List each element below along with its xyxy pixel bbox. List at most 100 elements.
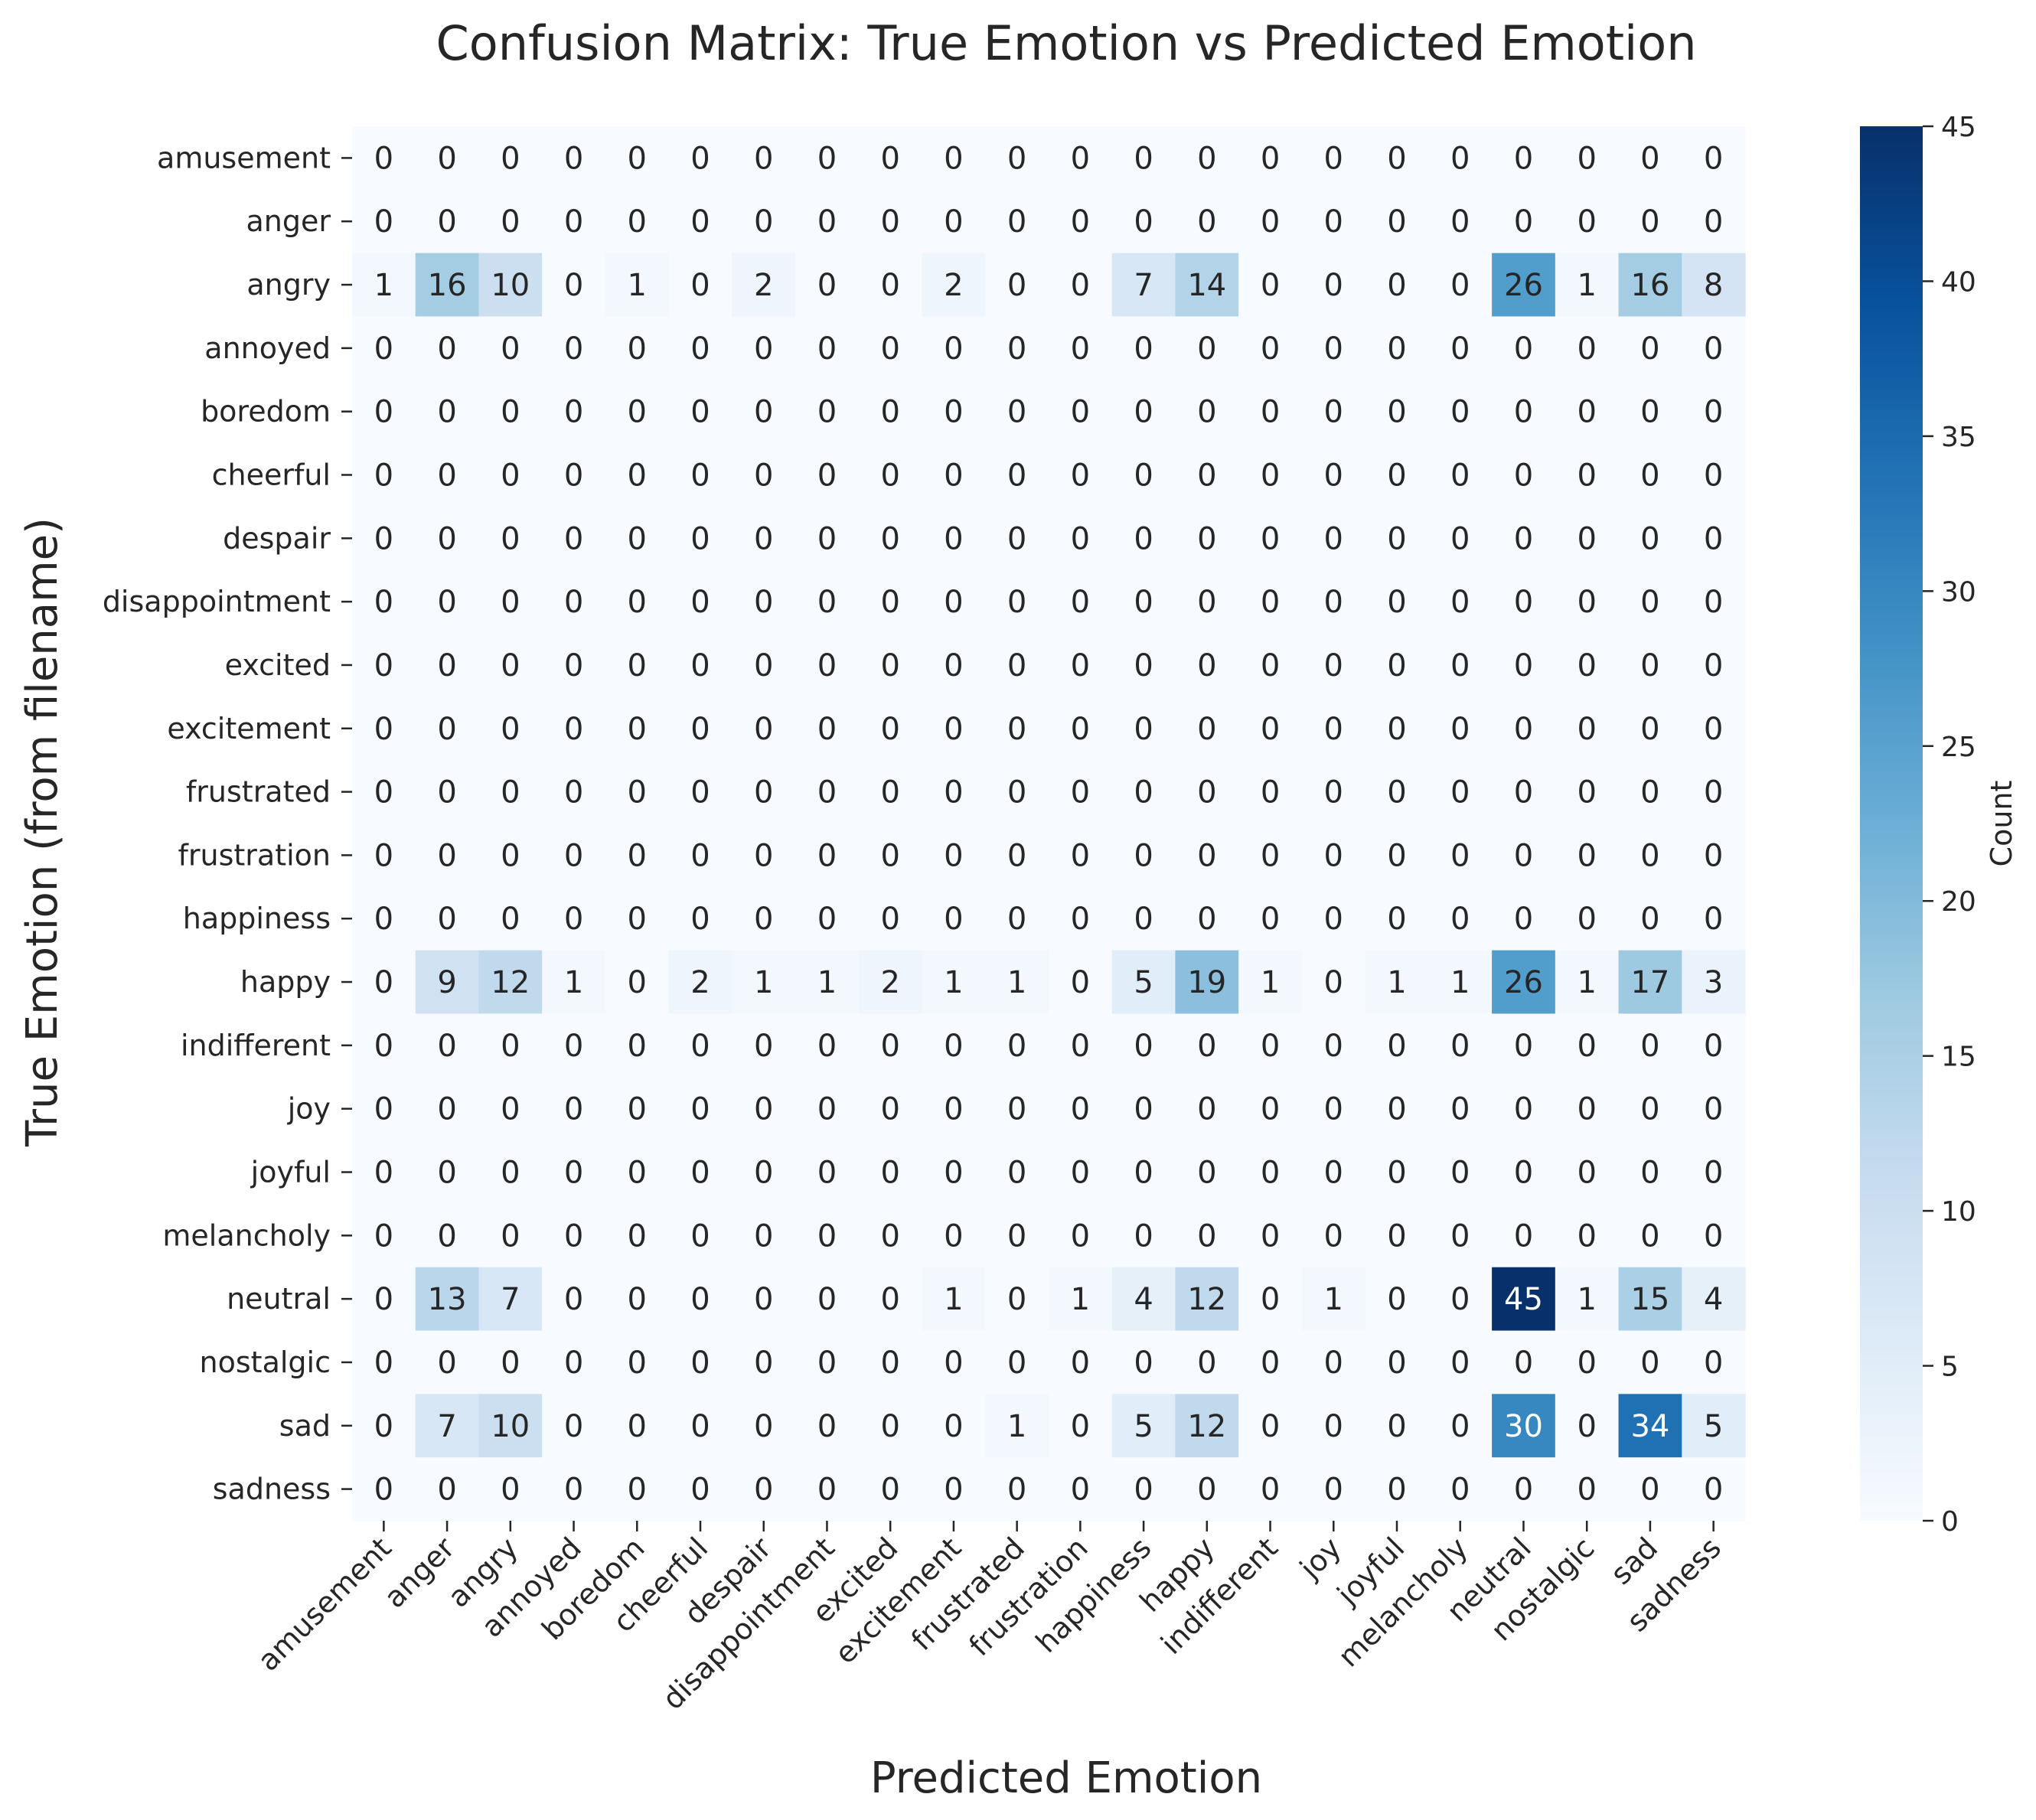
cell-value-label: 0	[1387, 1092, 1406, 1127]
heatmap-cell	[478, 1140, 543, 1205]
cell-value-label: 0	[1071, 1156, 1090, 1191]
heatmap-cell	[1682, 824, 1746, 888]
heatmap-cell	[1682, 633, 1746, 697]
heatmap-cell	[1111, 1267, 1176, 1332]
cell-value-label: 0	[564, 204, 583, 240]
heatmap-cell	[1428, 760, 1493, 824]
cell-value-label: 0	[944, 712, 963, 747]
cell-value-label: 0	[1134, 902, 1153, 937]
heatmap-cell	[1492, 824, 1556, 888]
heatmap-cells	[352, 126, 1746, 1522]
cell-value-label: 0	[374, 775, 393, 811]
cell-value-label: 0	[437, 775, 456, 811]
heatmap-cell	[1428, 380, 1493, 444]
cell-value-label: 0	[1007, 585, 1026, 620]
heatmap-cell	[415, 316, 480, 380]
cell-value-label: 0	[1007, 648, 1026, 683]
heatmap-cell	[858, 633, 923, 697]
heatmap-cell	[1238, 253, 1303, 318]
cell-value-label: 0	[1071, 838, 1090, 873]
cell-value-label: 0	[1261, 1345, 1280, 1381]
cell-value-label: 0	[1704, 1218, 1723, 1254]
heatmap-cell	[1175, 253, 1239, 318]
cell-value-label: 0	[754, 141, 773, 176]
cell-value-label: 0	[944, 1156, 963, 1191]
heatmap-cell	[922, 1457, 986, 1522]
heatmap-cell	[1682, 189, 1746, 254]
cell-value-label: 0	[1577, 331, 1596, 367]
cell-value-label: 0	[374, 521, 393, 556]
heatmap-cell	[1049, 886, 1113, 951]
cell-value-label: 0	[374, 141, 393, 176]
cell-value-label: 10	[491, 268, 530, 303]
heatmap-cell	[1555, 316, 1620, 380]
heatmap-cell	[478, 1013, 543, 1078]
cell-value-label: 1	[1007, 1409, 1026, 1444]
heatmap-cell	[1492, 760, 1556, 824]
heatmap-cell	[542, 886, 606, 951]
cell-value-label: 0	[880, 331, 899, 367]
heatmap-cell	[668, 506, 733, 571]
cell-value-label: 0	[1324, 141, 1343, 176]
cell-value-label: 0	[564, 395, 583, 430]
heatmap-cell	[1049, 633, 1113, 697]
heatmap-cell	[1175, 189, 1239, 254]
heatmap-cell	[352, 760, 416, 824]
heatmap-cell	[1428, 824, 1493, 888]
heatmap-cell	[922, 253, 986, 318]
cell-value-label: 0	[374, 902, 393, 937]
y-tick-label: annoyed	[204, 331, 331, 365]
heatmap-cell	[795, 824, 860, 888]
cell-value-label: 0	[1197, 1156, 1216, 1191]
cell-value-label: 0	[1261, 1409, 1280, 1444]
cell-value-label: 1	[944, 965, 963, 1000]
cell-value-label: 0	[501, 838, 520, 873]
heatmap-cell	[795, 506, 860, 571]
y-tick-label: angry	[246, 268, 331, 302]
cell-value-label: 0	[1134, 1029, 1153, 1064]
cell-value-label: 0	[817, 1218, 837, 1254]
cell-value-label: 0	[1640, 712, 1659, 747]
heatmap-cell	[1618, 189, 1682, 254]
heatmap-cell	[795, 1330, 860, 1394]
heatmap-cell	[1111, 1077, 1176, 1141]
heatmap-cell	[415, 126, 480, 191]
cell-value-label: 0	[564, 1345, 583, 1381]
heatmap-cell	[922, 569, 986, 634]
heatmap-cell	[1238, 824, 1303, 888]
cell-value-label: 1	[817, 965, 837, 1000]
cell-value-label: 0	[1071, 141, 1090, 176]
heatmap-cell	[1618, 380, 1682, 444]
cell-value-label: 0	[1197, 395, 1216, 430]
cell-value-label: 0	[1387, 395, 1406, 430]
heatmap-cell	[1111, 633, 1176, 697]
cell-value-label: 0	[1577, 395, 1596, 430]
heatmap-cell	[605, 1140, 670, 1205]
cell-value-label: 5	[1134, 1409, 1153, 1444]
heatmap-cell	[732, 316, 796, 380]
cell-value-label: 0	[1450, 204, 1470, 240]
heatmap-cell	[985, 824, 1049, 888]
heatmap-cell	[795, 633, 860, 697]
heatmap-cell	[858, 950, 923, 1015]
colorbar-tick-label: 45	[1941, 112, 1976, 143]
cell-value-label: 0	[1640, 204, 1659, 240]
heatmap-cell	[1301, 569, 1366, 634]
cell-value-label: 7	[501, 1282, 520, 1317]
cell-value-label: 0	[437, 585, 456, 620]
heatmap-cell	[1111, 1140, 1176, 1205]
cell-value-label: 0	[1071, 1218, 1090, 1254]
cell-value-label: 0	[1640, 1029, 1659, 1064]
y-axis-title: True Emotion (from filename)	[18, 517, 67, 1147]
heatmap-cell	[1492, 1203, 1556, 1268]
cell-value-label: 12	[1187, 1409, 1226, 1444]
heatmap-cell	[985, 316, 1049, 380]
heatmap-cell	[732, 950, 796, 1015]
cell-value-label: 0	[1261, 585, 1280, 620]
heatmap-cell	[1555, 506, 1620, 571]
cell-value-label: 0	[628, 902, 647, 937]
x-axis: amusementangerangryannoyedboredomcheerfu…	[251, 1521, 1728, 1716]
cell-value-label: 1	[1577, 268, 1596, 303]
heatmap-cell	[415, 189, 480, 254]
heatmap-cell	[858, 1330, 923, 1394]
